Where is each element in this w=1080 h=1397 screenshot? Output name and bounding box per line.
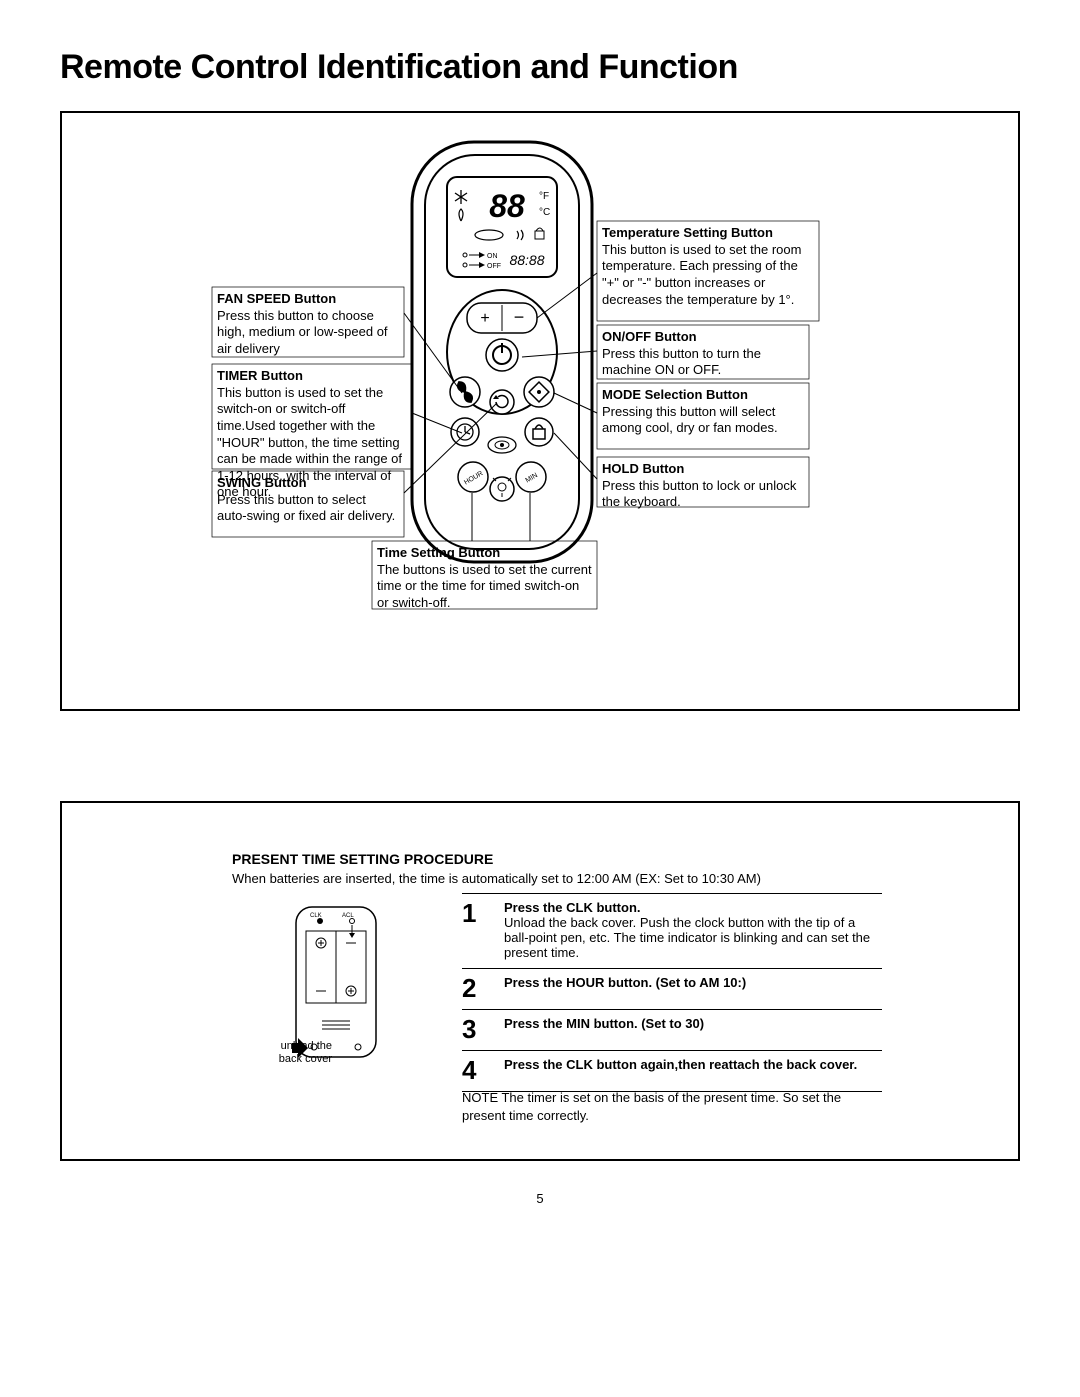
svg-text:−: − bbox=[514, 307, 525, 327]
remote-illustration: 88 °F °C ON bbox=[407, 137, 597, 567]
ann-temperature: Temperature Setting Button This button i… bbox=[602, 225, 814, 308]
time-sub: When batteries are inserted, the time is… bbox=[232, 871, 761, 886]
svg-text:ON: ON bbox=[487, 253, 498, 260]
svg-text:+: + bbox=[480, 310, 489, 327]
ann-onoff: ON/OFF Button Press this button to turn … bbox=[602, 329, 802, 379]
step-row: 1 Press the CLK button.Unload the back c… bbox=[462, 893, 882, 968]
svg-text:CLK: CLK bbox=[310, 913, 322, 919]
ann-fan-speed: FAN SPEED Button Press this button to ch… bbox=[217, 291, 397, 358]
ann-mode: MODE Selection Button Pressing this butt… bbox=[602, 387, 802, 437]
ann-time-setting: Time Setting Button The buttons is used … bbox=[377, 545, 592, 612]
steps-note: NOTE The timer is set on the basis of th… bbox=[462, 1089, 842, 1124]
page-number: 5 bbox=[60, 1191, 1020, 1206]
svg-text:°C: °C bbox=[539, 207, 550, 218]
page-title: Remote Control Identification and Functi… bbox=[60, 48, 1020, 87]
time-setting-frame: PRESENT TIME SETTING PROCEDURE When batt… bbox=[60, 801, 1020, 1161]
steps-list: 1 Press the CLK button.Unload the back c… bbox=[462, 893, 882, 1092]
svg-text:OFF: OFF bbox=[487, 263, 501, 270]
time-heading: PRESENT TIME SETTING PROCEDURE bbox=[232, 851, 493, 867]
unload-label: unload the back cover bbox=[262, 1040, 332, 1066]
ann-swing: SWING Button Press this button to select… bbox=[217, 475, 397, 525]
remote-back-illustration: CLK ACL bbox=[292, 903, 402, 1098]
step-row: 3 Press the MIN button. (Set to 30) bbox=[462, 1009, 882, 1050]
svg-text:88:88: 88:88 bbox=[509, 252, 544, 268]
step-row: 4 Press the CLK button again,then reatta… bbox=[462, 1050, 882, 1092]
diagram-frame: 88 °F °C ON bbox=[60, 111, 1020, 711]
svg-text:°F: °F bbox=[539, 191, 549, 202]
lcd-temp: 88 bbox=[489, 188, 525, 224]
svg-text:ACL: ACL bbox=[342, 913, 354, 919]
step-row: 2 Press the HOUR button. (Set to AM 10:) bbox=[462, 968, 882, 1009]
ann-hold: HOLD Button Press this button to lock or… bbox=[602, 461, 802, 511]
